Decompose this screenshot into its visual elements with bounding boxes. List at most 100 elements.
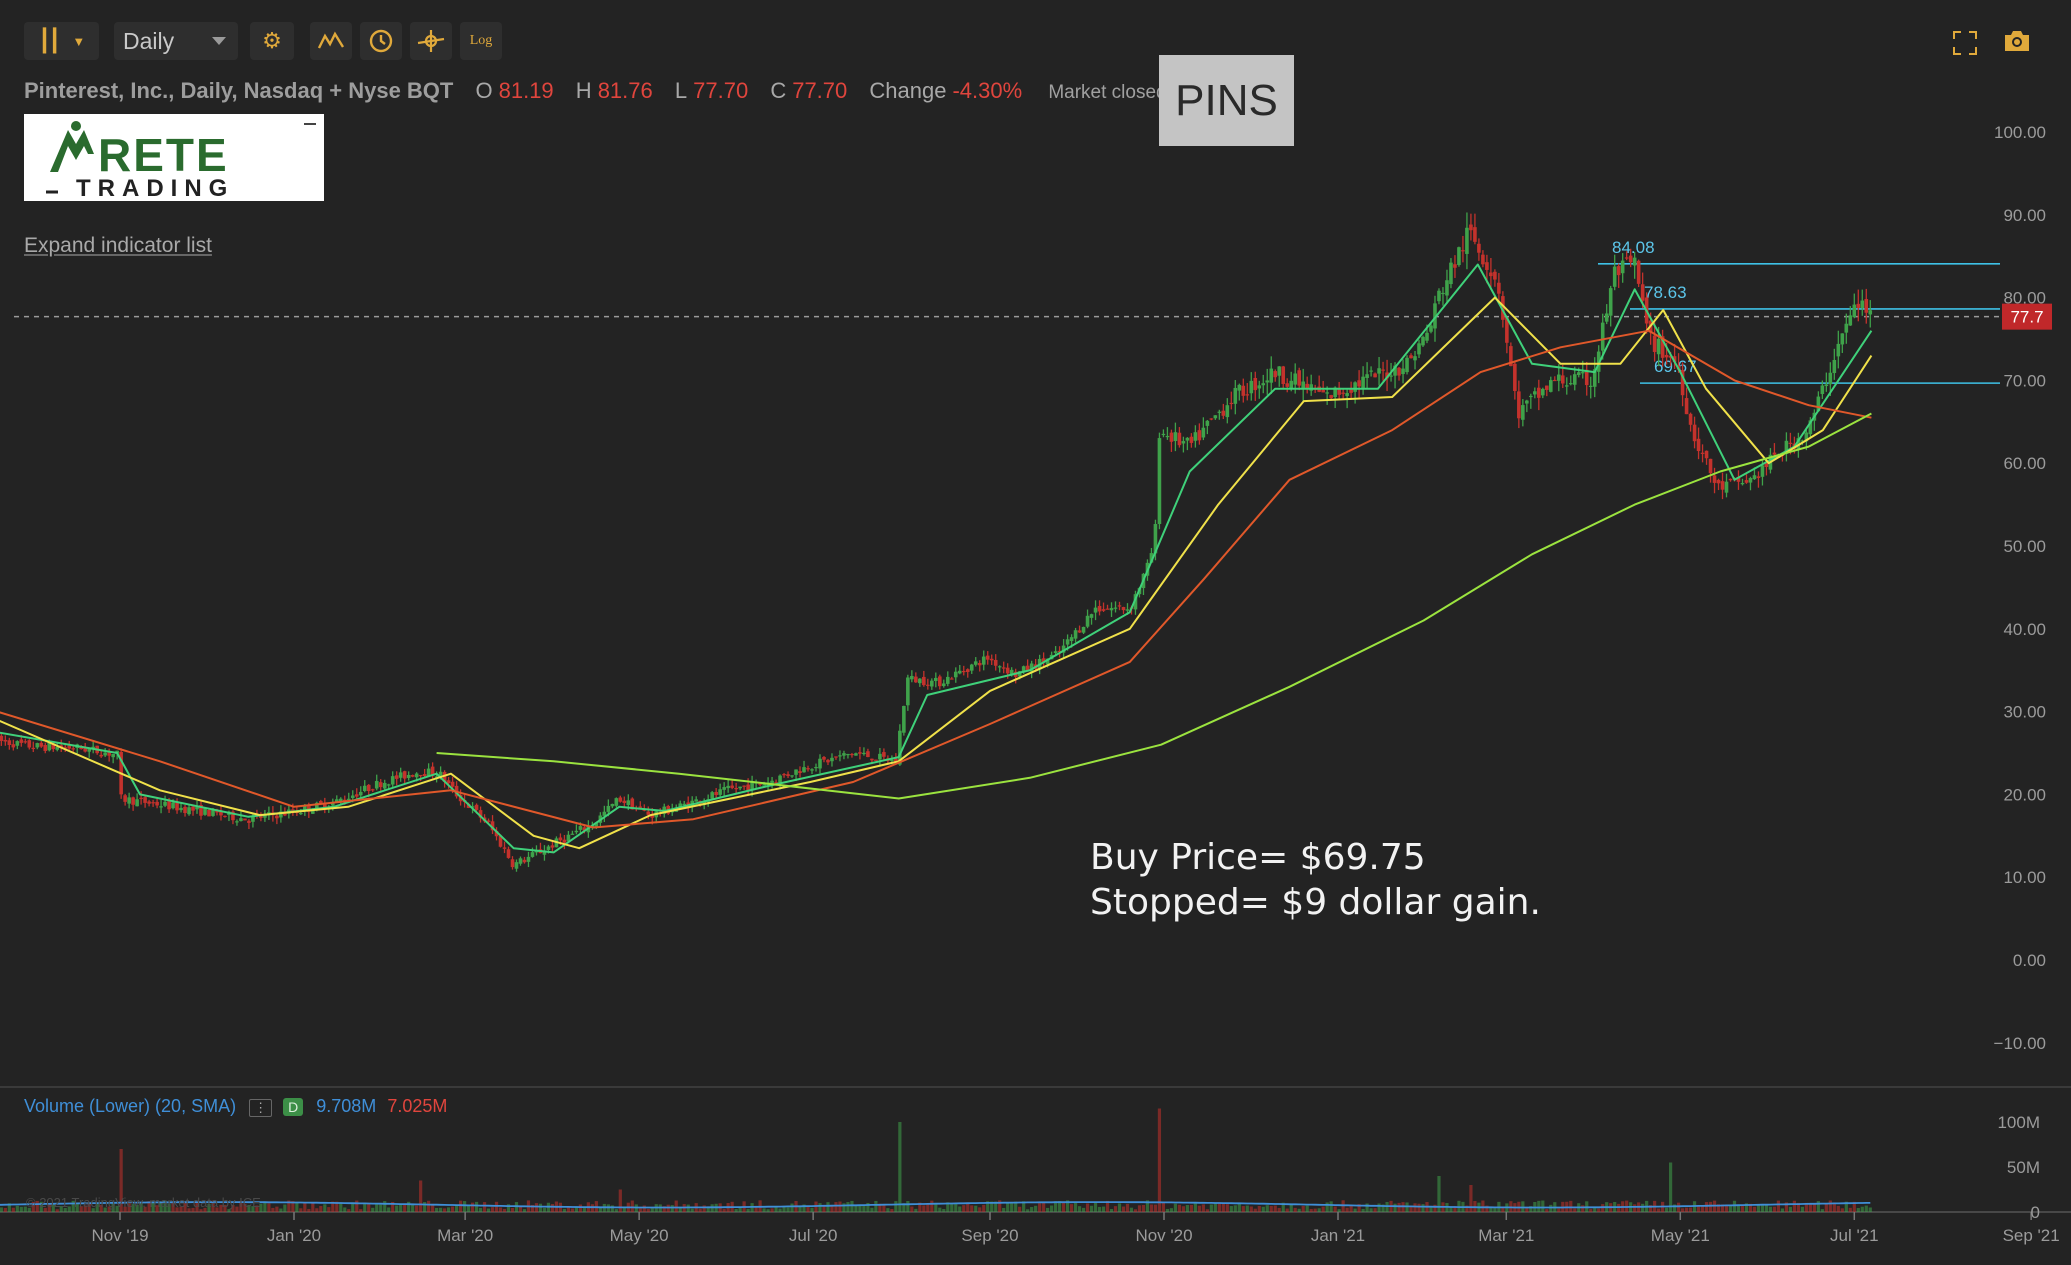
candle-body — [1465, 227, 1469, 254]
candle-body — [1584, 369, 1589, 386]
candle-body — [374, 780, 379, 789]
settings-button[interactable]: ⚙ — [250, 22, 294, 60]
x-tick-label: Mar '20 — [437, 1226, 493, 1245]
volume-bar — [1249, 1206, 1253, 1212]
candle-body — [1425, 332, 1429, 341]
volume-bar — [774, 1206, 778, 1212]
screenshot-button[interactable] — [2002, 28, 2032, 56]
candle-body — [674, 807, 679, 812]
volume-bar — [1469, 1185, 1473, 1212]
candle-body — [1680, 370, 1685, 396]
volume-bar — [1868, 1207, 1872, 1212]
indicators-button[interactable] — [310, 22, 352, 60]
candle-body — [1804, 432, 1809, 442]
candle-body — [1013, 671, 1018, 677]
volume-bar — [1481, 1200, 1485, 1212]
candle-body — [1692, 424, 1697, 442]
volume-bar — [1756, 1204, 1761, 1212]
volume-bar — [858, 1205, 862, 1212]
candle-body — [682, 803, 687, 806]
candle-body — [1101, 609, 1106, 611]
volume-bar — [1385, 1201, 1389, 1212]
y-tick-label: 90.00 — [2003, 206, 2046, 225]
volume-bar — [283, 1204, 287, 1212]
candle-body — [802, 767, 806, 773]
volume-bar — [494, 1201, 499, 1212]
volume-bar — [1473, 1201, 1477, 1212]
candle-body — [1317, 386, 1321, 392]
candle-body — [1005, 667, 1010, 674]
candle-body — [1273, 371, 1278, 378]
volume-bar — [263, 1201, 267, 1212]
volume-bar — [1724, 1204, 1729, 1212]
candle-body — [618, 797, 623, 802]
candle-body — [1556, 374, 1561, 381]
volume-bar — [794, 1201, 798, 1212]
volume-bar — [958, 1206, 962, 1212]
volume-bar — [754, 1205, 758, 1212]
y-tick-label: 80.00 — [2003, 289, 2046, 308]
candle-body — [1509, 346, 1513, 367]
volume-bar — [530, 1204, 535, 1212]
candle-body — [67, 745, 72, 749]
candle-body — [1365, 374, 1369, 378]
volume-bar — [1577, 1203, 1581, 1212]
candle-body — [606, 805, 611, 812]
volume-bar — [1353, 1208, 1357, 1212]
draw-button[interactable] — [410, 22, 452, 60]
volume-bar — [1321, 1206, 1325, 1212]
volume-bar — [443, 1208, 447, 1212]
candle-body — [255, 814, 259, 816]
volume-bar — [339, 1202, 343, 1212]
candle-body — [1309, 384, 1313, 391]
x-tick-label: May '21 — [1651, 1226, 1710, 1245]
volume-bar — [742, 1201, 746, 1212]
candle-body — [99, 754, 103, 757]
volume-bar — [1101, 1206, 1106, 1212]
candle-body — [291, 809, 295, 813]
volume-menu-button[interactable]: ⋮ — [249, 1099, 273, 1117]
candle-body — [159, 806, 163, 808]
candle-body — [35, 743, 40, 748]
candle-body — [1049, 654, 1054, 660]
candle-body — [1069, 637, 1074, 642]
candle-body — [0, 735, 4, 741]
candle-body — [1684, 398, 1689, 415]
candle-body — [914, 676, 918, 683]
candle-body — [1045, 658, 1050, 665]
candle-body — [155, 801, 159, 806]
log-scale-button[interactable]: Log — [460, 22, 502, 60]
volume-bar — [906, 1200, 910, 1212]
volume-bar — [275, 1206, 279, 1212]
candle-body — [1053, 651, 1058, 654]
volume-bar — [1401, 1202, 1405, 1212]
candle-body — [778, 775, 782, 784]
volume-bar — [427, 1200, 431, 1212]
expand-indicator-link[interactable]: Expand indicator list — [24, 234, 212, 257]
candle-body — [1385, 372, 1389, 379]
candle-body — [558, 837, 563, 841]
volume-bar — [862, 1205, 866, 1212]
candle-body — [646, 811, 651, 815]
candle-body — [1429, 325, 1433, 332]
volume-bar — [1173, 1203, 1178, 1212]
candle-body — [438, 771, 443, 778]
candle-body — [1453, 264, 1457, 268]
volume-bar — [1273, 1205, 1277, 1212]
interval-select[interactable]: Daily — [114, 22, 238, 60]
volume-bar — [307, 1208, 311, 1212]
volume-bar — [1237, 1203, 1241, 1212]
time-button[interactable] — [360, 22, 402, 60]
volume-bar — [622, 1207, 626, 1212]
volume-bar — [1796, 1202, 1800, 1212]
candle-body — [949, 678, 954, 680]
volume-bar — [411, 1203, 415, 1212]
candle-body — [1628, 255, 1633, 263]
chart-type-button[interactable]: ┃┃ ▼ — [24, 22, 99, 60]
candle-body — [1485, 262, 1489, 270]
volume-bar — [1429, 1207, 1433, 1212]
volume-bar — [678, 1206, 682, 1212]
fullscreen-button[interactable] — [1952, 30, 1978, 56]
candle-body — [1564, 385, 1569, 387]
candle-body — [934, 677, 938, 681]
